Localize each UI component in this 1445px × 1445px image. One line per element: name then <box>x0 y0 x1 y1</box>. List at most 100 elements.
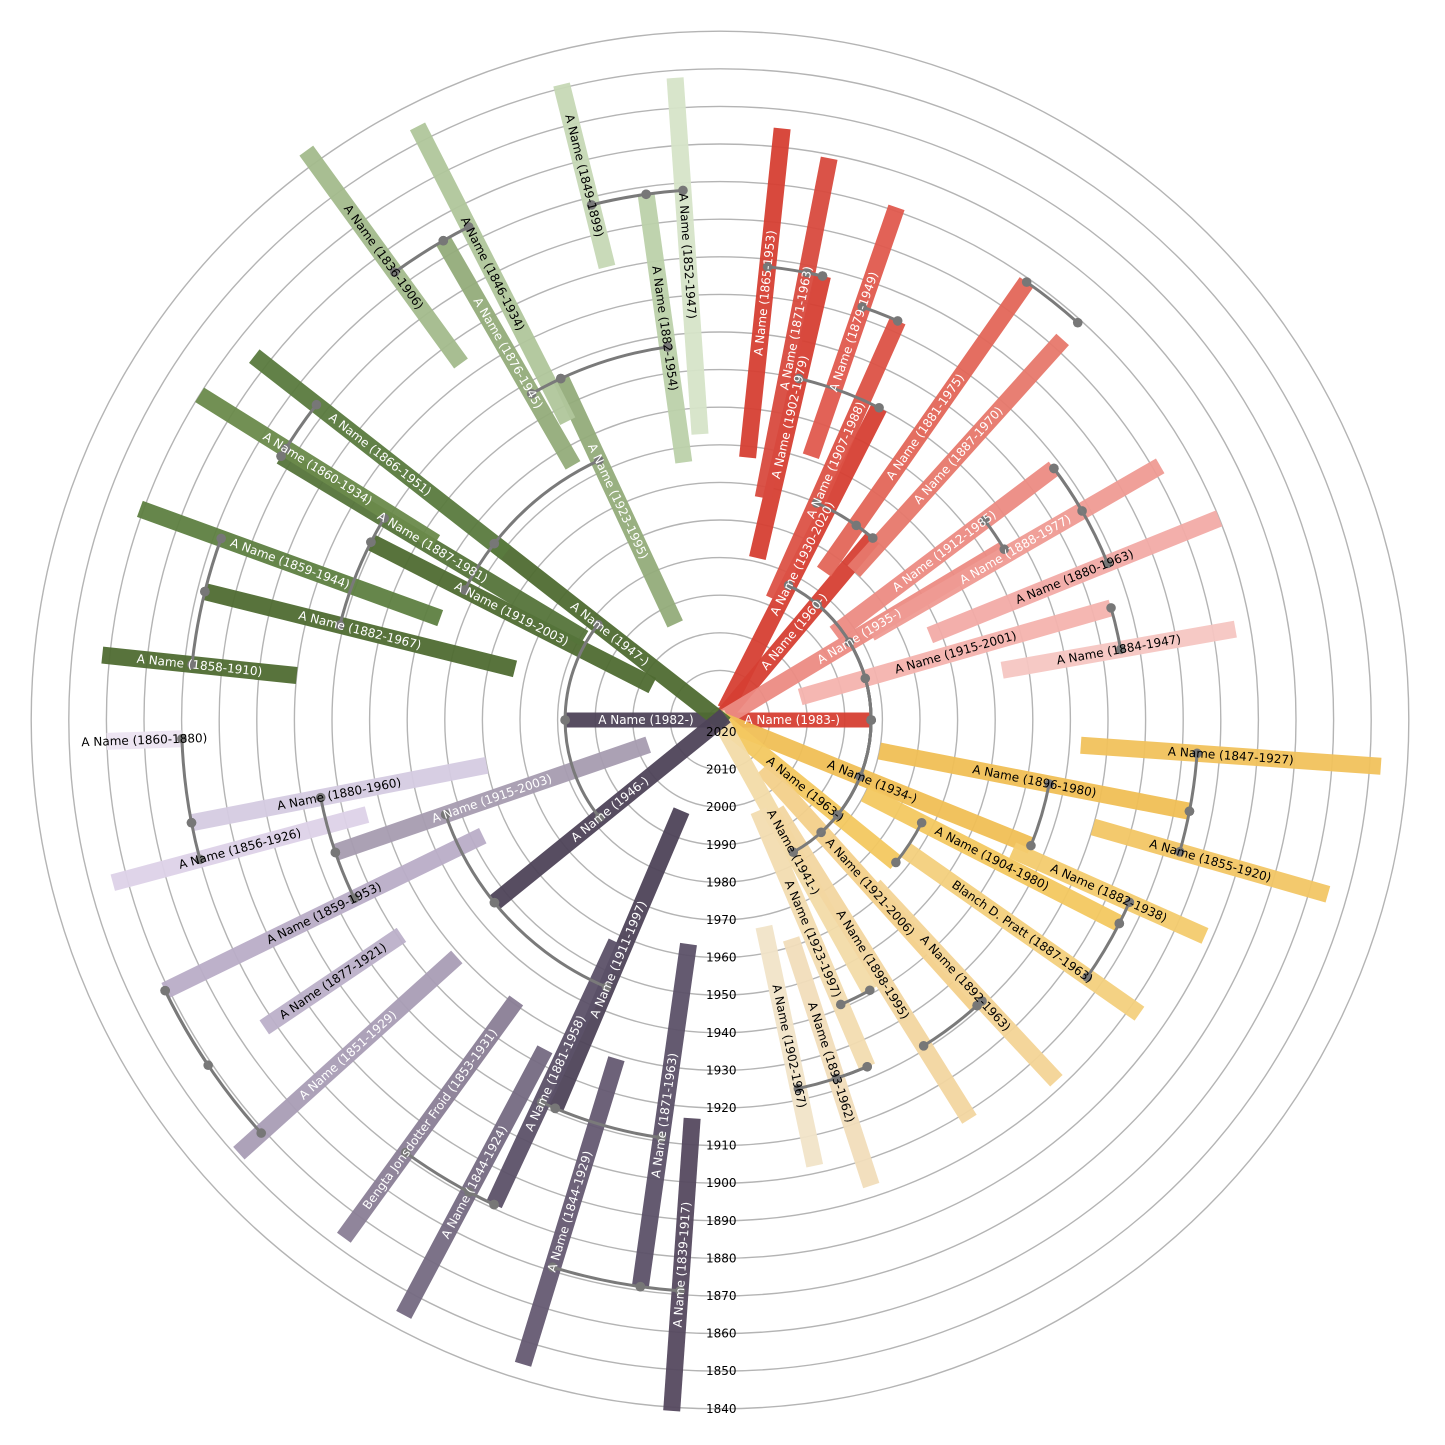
year-ring <box>368 368 1072 1072</box>
lifespan-bar[interactable] <box>435 236 581 470</box>
lifespan-bar[interactable] <box>739 127 791 459</box>
lifespan-bar[interactable] <box>514 1056 625 1367</box>
year-ring-label: 1910 <box>706 1139 737 1153</box>
lifespan-bar[interactable] <box>797 599 1114 706</box>
person-name-label: A Name (1892-1963) <box>917 932 1013 1034</box>
lifespan-bar[interactable] <box>860 786 1124 932</box>
child-dot <box>1174 847 1185 857</box>
parent-dot <box>276 451 286 462</box>
lifespan-bar[interactable] <box>336 995 524 1243</box>
child-dot <box>463 222 474 232</box>
child-dot <box>918 1041 929 1051</box>
lifespan-bar[interactable] <box>1080 736 1382 775</box>
lifespan-bar[interactable] <box>749 274 831 561</box>
lifespan-bar[interactable] <box>161 828 487 999</box>
lifespan-bar[interactable] <box>195 387 441 550</box>
lifespan-bar[interactable] <box>1090 818 1331 903</box>
lifespan-bar[interactable] <box>866 458 1165 641</box>
child-dot <box>1192 748 1202 759</box>
year-ring <box>556 556 884 884</box>
lifespan-bar[interactable] <box>631 942 697 1288</box>
lifespan-bar[interactable] <box>233 950 463 1160</box>
lifespan-bar[interactable] <box>637 193 693 464</box>
lifespan-bar[interactable] <box>755 924 824 1168</box>
year-ring-label: 1900 <box>706 1176 737 1190</box>
year-ring <box>180 180 1260 1260</box>
child-dot <box>675 1286 685 1296</box>
lifespan-bar[interactable] <box>486 938 625 1209</box>
child-dot <box>794 373 804 384</box>
parent-dot <box>330 847 341 858</box>
lifespan-bar[interactable] <box>802 204 905 460</box>
parent-dot <box>555 373 566 384</box>
family-link <box>1052 467 1110 564</box>
family-link <box>1187 753 1199 812</box>
lifespan-bar[interactable] <box>409 122 576 426</box>
person-name-label: A Name (1946-) <box>568 774 651 845</box>
child-dot <box>389 267 400 278</box>
year-ring <box>519 519 921 921</box>
lifespan-bar[interactable] <box>754 156 838 500</box>
person-name-label: A Name (1865-1953) <box>751 230 778 357</box>
child-dot <box>256 1128 267 1138</box>
child-dot <box>844 637 855 647</box>
family-link <box>1085 922 1121 978</box>
parent-dot <box>641 189 651 200</box>
family-link <box>792 719 873 854</box>
lifespan-bar[interactable] <box>396 1045 553 1319</box>
child-dot <box>216 533 226 544</box>
lifespan-bar[interactable] <box>710 709 1035 854</box>
parent-dot <box>862 1061 872 1072</box>
lifespan-bar[interactable] <box>299 145 468 369</box>
lifespan-bar[interactable] <box>189 756 489 832</box>
year-ring-label: 1850 <box>706 1364 737 1378</box>
lifespan-bar[interactable] <box>783 936 880 1189</box>
lifespan-bar[interactable] <box>709 532 880 731</box>
child-dot <box>586 200 597 210</box>
lifespan-bar[interactable] <box>101 646 298 684</box>
child-dot <box>1102 558 1113 569</box>
parent-dot <box>972 1000 982 1011</box>
family-link <box>180 738 193 824</box>
lifespan-bar[interactable] <box>750 807 876 1071</box>
lifespan-bar[interactable] <box>106 730 183 750</box>
lifespan-bar[interactable] <box>768 805 977 1124</box>
lifespan-bar[interactable] <box>663 1117 701 1412</box>
lifespan-bar[interactable] <box>829 461 1060 641</box>
lifespan-bar[interactable] <box>926 510 1223 644</box>
lifespan-bar[interactable] <box>136 500 444 627</box>
lifespan-bar[interactable] <box>547 807 690 1112</box>
lifespan-bar[interactable] <box>332 736 651 861</box>
child-dot <box>1044 779 1054 789</box>
child-dot <box>762 262 773 272</box>
year-ring <box>444 444 996 996</box>
lifespan-bar[interactable] <box>900 842 1145 1021</box>
family-link <box>563 623 600 721</box>
year-ring <box>68 68 1372 1372</box>
lifespan-bar[interactable] <box>847 333 1069 578</box>
child-dot <box>177 733 187 744</box>
family-link <box>203 537 223 592</box>
lifespan-bar[interactable] <box>553 374 683 628</box>
lifespan-bar[interactable] <box>110 806 370 891</box>
lifespan-bar[interactable] <box>877 742 1192 820</box>
lifespan-bar[interactable] <box>717 403 887 714</box>
lifespan-bar[interactable] <box>367 534 657 694</box>
lifespan-bar[interactable] <box>489 536 731 731</box>
lifespan-bar[interactable] <box>259 927 407 1035</box>
family-link <box>552 1265 641 1289</box>
lifespan-bar[interactable] <box>868 879 1063 1087</box>
lifespan-bar[interactable] <box>202 583 518 678</box>
lifespan-bar[interactable] <box>489 709 731 910</box>
lifespan-bar[interactable] <box>553 82 616 269</box>
lifespan-bar[interactable] <box>666 77 709 435</box>
lifespan-bar[interactable] <box>766 317 906 603</box>
family-link <box>922 1004 979 1048</box>
child-dot <box>280 443 291 454</box>
lifespan-bar[interactable] <box>709 709 902 870</box>
lifespan-bar[interactable] <box>1009 842 1209 944</box>
lifespan-bar[interactable] <box>249 349 512 560</box>
parent-dot <box>999 544 1010 555</box>
family-link <box>560 345 668 380</box>
